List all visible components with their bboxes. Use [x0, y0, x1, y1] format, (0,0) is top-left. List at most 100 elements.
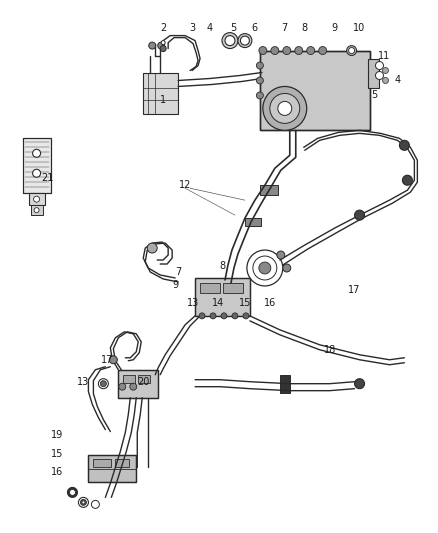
- Circle shape: [225, 36, 235, 46]
- Circle shape: [221, 313, 227, 319]
- Circle shape: [355, 379, 364, 389]
- Circle shape: [243, 313, 249, 319]
- Circle shape: [346, 46, 357, 55]
- Circle shape: [399, 140, 410, 150]
- Text: 21: 21: [41, 173, 54, 183]
- Bar: [367, 59, 379, 88]
- Circle shape: [222, 33, 238, 49]
- Bar: [223, 283, 243, 293]
- Bar: [118, 370, 158, 398]
- Bar: [195, 278, 250, 316]
- Circle shape: [277, 251, 285, 259]
- Text: 12: 12: [179, 180, 191, 190]
- Circle shape: [210, 313, 216, 319]
- Circle shape: [82, 501, 85, 504]
- Circle shape: [149, 42, 155, 49]
- Circle shape: [263, 86, 307, 131]
- Circle shape: [259, 46, 267, 54]
- Text: 14: 14: [212, 298, 224, 308]
- Text: 11: 11: [378, 51, 391, 61]
- Text: 2: 2: [160, 22, 166, 33]
- Circle shape: [67, 487, 78, 497]
- Circle shape: [283, 264, 291, 272]
- Circle shape: [158, 42, 165, 49]
- Bar: [260, 185, 278, 195]
- Circle shape: [70, 489, 75, 495]
- Circle shape: [256, 92, 263, 99]
- Circle shape: [130, 383, 137, 390]
- Bar: [260, 51, 370, 131]
- Bar: [124, 375, 135, 383]
- Text: 6: 6: [252, 22, 258, 33]
- Circle shape: [270, 93, 300, 123]
- Circle shape: [271, 46, 279, 54]
- Bar: [138, 375, 150, 383]
- Text: 19: 19: [51, 430, 64, 440]
- Bar: [28, 193, 45, 205]
- Text: 5: 5: [371, 91, 378, 100]
- Bar: [23, 139, 50, 193]
- Text: 5: 5: [230, 22, 236, 33]
- Bar: [195, 278, 250, 316]
- Circle shape: [240, 36, 249, 45]
- Text: 8: 8: [302, 22, 308, 33]
- Text: 9: 9: [172, 280, 178, 290]
- Text: 17: 17: [101, 355, 113, 365]
- Bar: [200, 283, 220, 293]
- Text: 7: 7: [282, 22, 288, 33]
- Text: 16: 16: [51, 467, 64, 478]
- Text: 9: 9: [332, 22, 338, 33]
- Circle shape: [355, 210, 364, 220]
- Circle shape: [34, 208, 39, 213]
- Bar: [115, 459, 129, 467]
- Text: 17: 17: [348, 285, 361, 295]
- Circle shape: [295, 46, 303, 54]
- Circle shape: [278, 101, 292, 116]
- Circle shape: [161, 41, 165, 45]
- Circle shape: [81, 499, 86, 505]
- Text: 16: 16: [264, 298, 276, 308]
- Circle shape: [382, 77, 389, 84]
- Text: 3: 3: [189, 22, 195, 33]
- Bar: [280, 375, 290, 393]
- Text: 8: 8: [219, 261, 225, 271]
- Circle shape: [259, 262, 271, 274]
- Text: 20: 20: [137, 377, 149, 387]
- Bar: [245, 218, 261, 226]
- Text: 15: 15: [51, 448, 64, 458]
- Bar: [260, 51, 370, 131]
- Text: 4: 4: [394, 76, 400, 85]
- Text: 7: 7: [175, 267, 181, 277]
- Circle shape: [256, 62, 263, 69]
- Circle shape: [199, 313, 205, 319]
- Text: 13: 13: [77, 377, 89, 387]
- Circle shape: [382, 68, 389, 74]
- Text: 18: 18: [324, 345, 336, 355]
- Circle shape: [375, 61, 384, 69]
- Text: 4: 4: [207, 22, 213, 33]
- Circle shape: [307, 46, 314, 54]
- Bar: [23, 139, 50, 193]
- Circle shape: [100, 381, 106, 386]
- Bar: [88, 455, 136, 482]
- Bar: [93, 459, 111, 467]
- Bar: [31, 205, 42, 215]
- Circle shape: [375, 71, 384, 79]
- Circle shape: [110, 356, 117, 364]
- Circle shape: [34, 196, 39, 202]
- Text: 15: 15: [239, 298, 251, 308]
- Circle shape: [160, 46, 166, 52]
- Circle shape: [32, 169, 41, 177]
- Circle shape: [119, 383, 126, 390]
- Text: 13: 13: [187, 298, 199, 308]
- Bar: [143, 72, 178, 115]
- Circle shape: [32, 149, 41, 157]
- Circle shape: [403, 175, 413, 185]
- Circle shape: [349, 47, 355, 53]
- Circle shape: [319, 46, 327, 54]
- Circle shape: [147, 243, 157, 253]
- Text: 10: 10: [353, 22, 366, 33]
- Circle shape: [256, 77, 263, 84]
- Circle shape: [238, 34, 252, 47]
- Circle shape: [283, 46, 291, 54]
